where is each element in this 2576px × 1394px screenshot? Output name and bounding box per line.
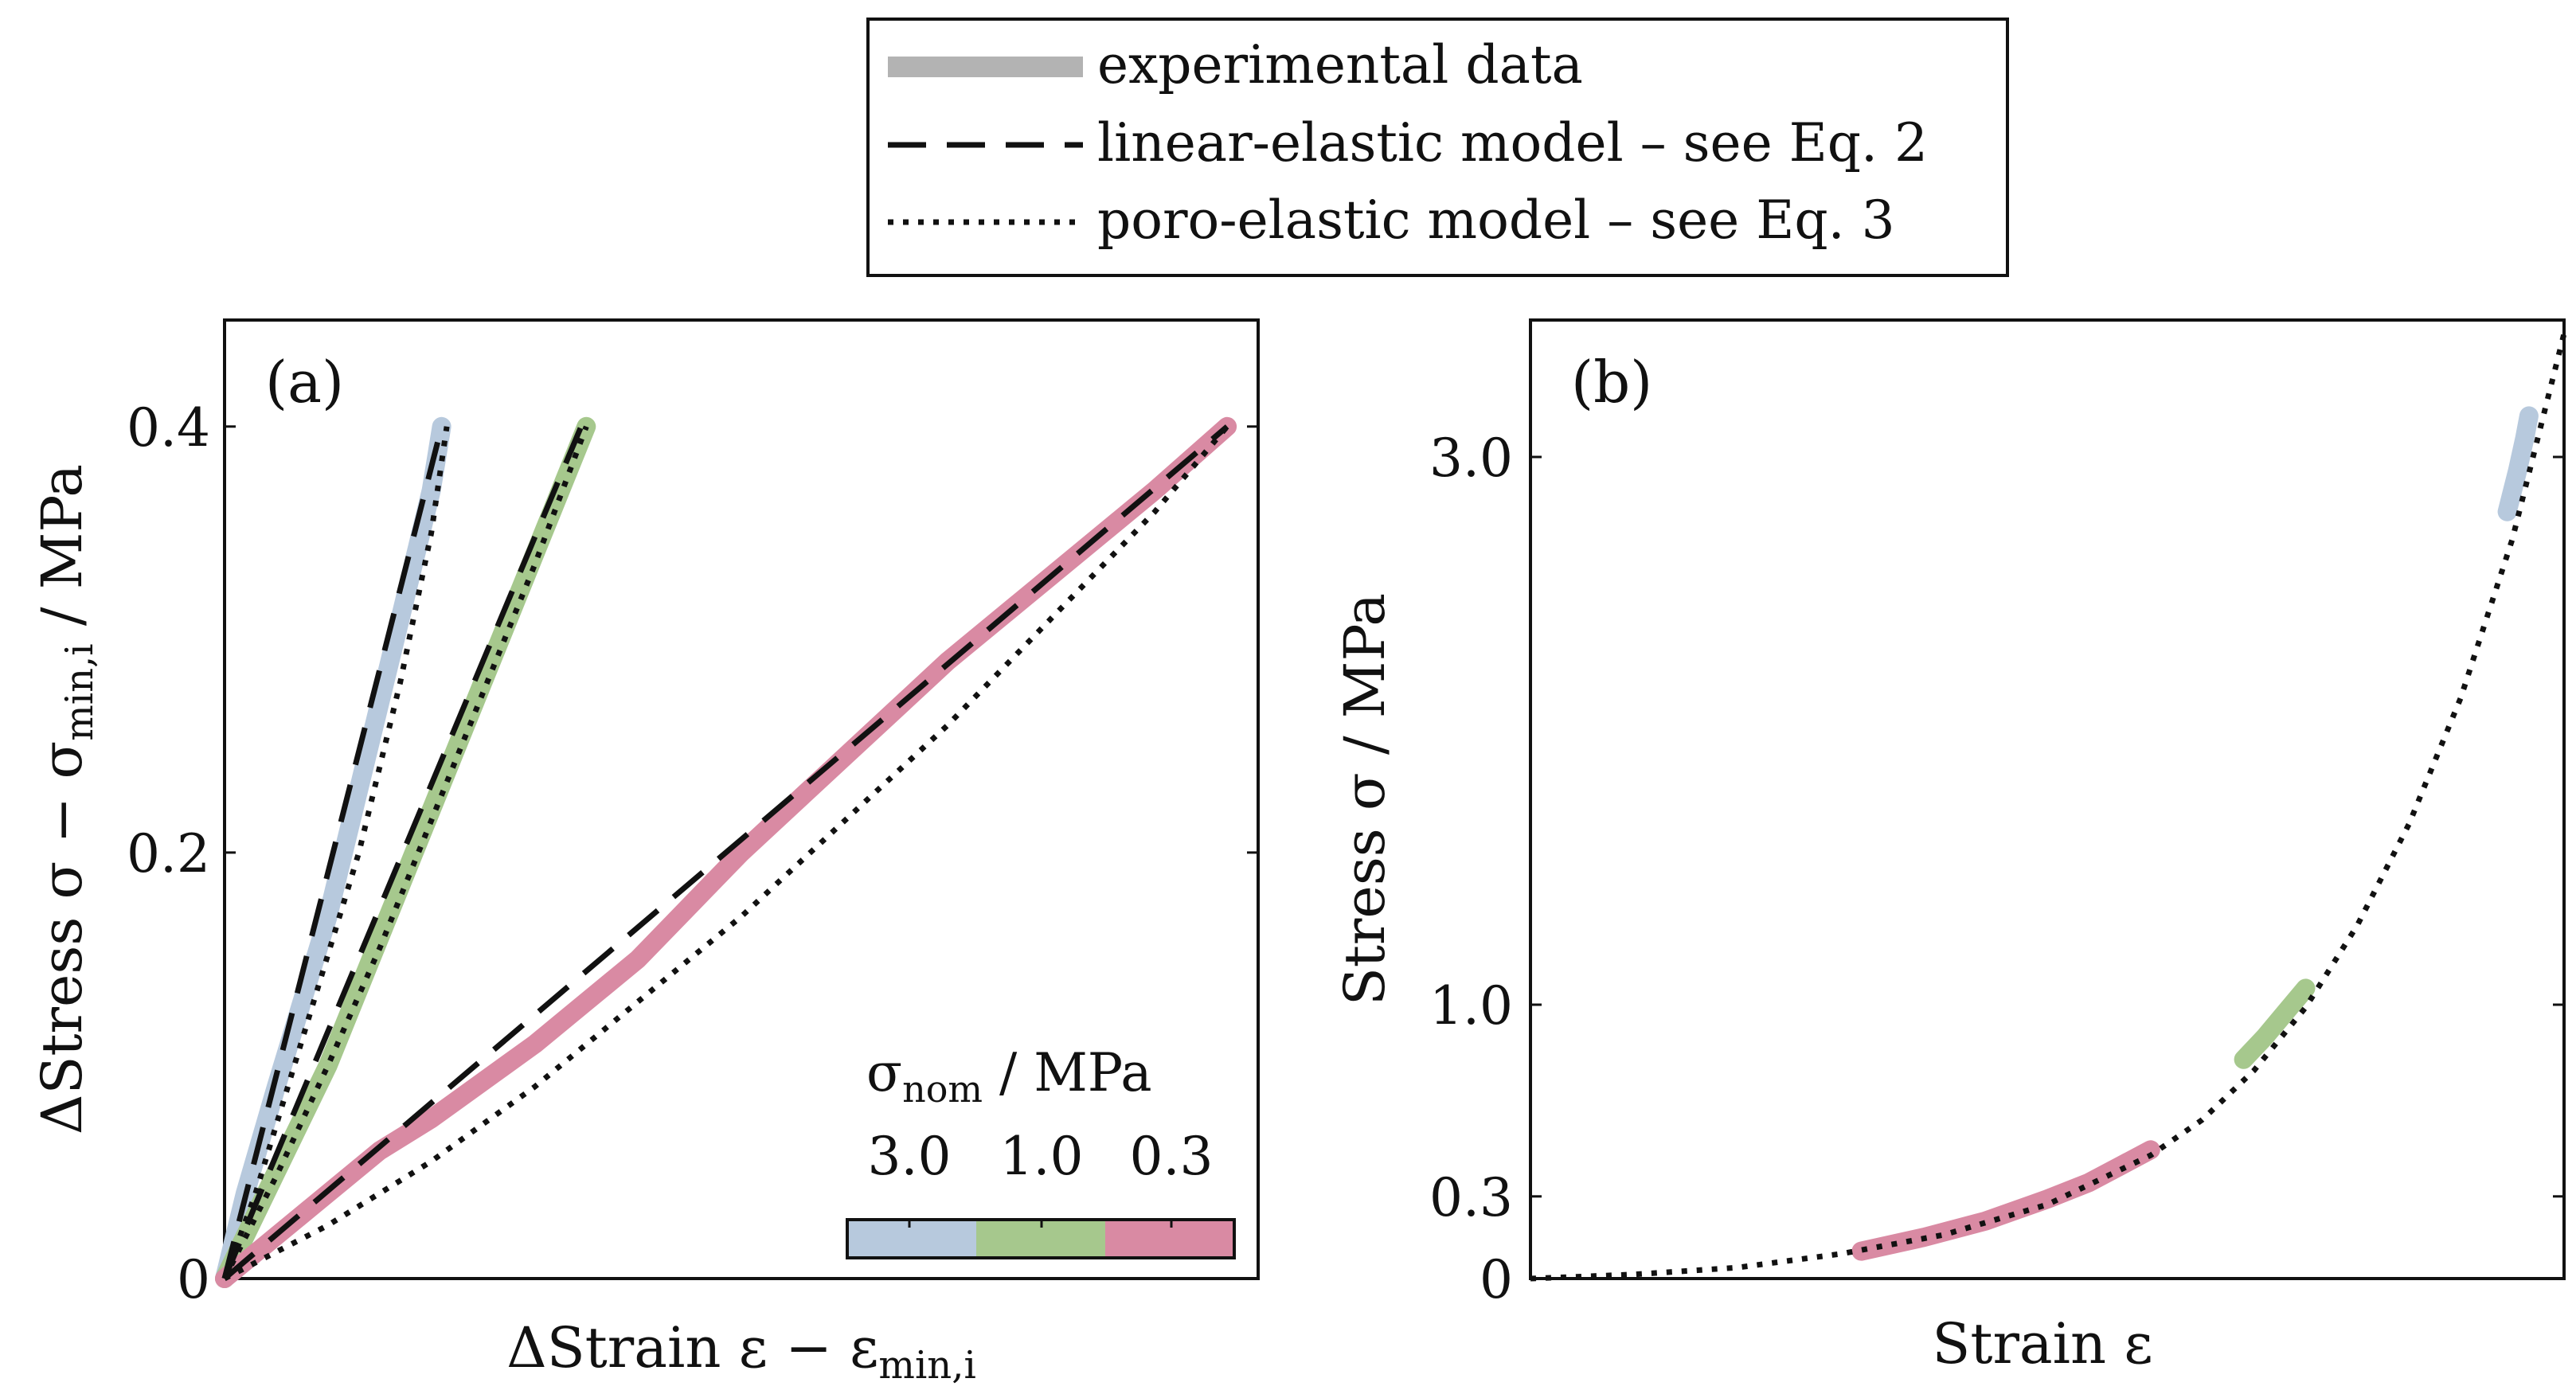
colorbar-label-1: 1.0 [1000,1126,1084,1187]
panel-b-frame [1529,318,2566,1280]
panel-b: 0 0.3 1.0 3.0 (b) Strain ε Stress σ / MPa [1332,318,2567,1376]
series-poro-elastic-0.3 [223,424,1229,1282]
panel-b-ylabel: Stress σ / MPa [1332,593,1397,1005]
legend: experimental data linear-elastic model –… [866,18,2009,277]
ytick-label: 0.4 [127,397,210,459]
panel-a-ticks: 0 0.2 0.4 [127,397,1258,1310]
series-linear-elastic-1.0 [221,425,584,1280]
colorbar-title: σnom / MPa [866,1042,1152,1111]
ytick-label: 3.0 [1429,428,1513,489]
colorbar-label-03: 0.3 [1130,1126,1214,1187]
panel-a-frame [223,318,1260,1280]
panel-a-xlabel: ΔStrain ε − εmin,i [506,1315,976,1388]
legend-label-poro: poro-elastic model – see Eq. 3 [1097,189,1895,251]
series-linear-elastic-3.0 [221,425,444,1279]
series-linear-elastic-0.3 [222,424,1229,1281]
panel-a: 0 0.2 0.4 (a) ΔStrain ε − εmin,i ΔStress σ… [29,318,1260,1388]
ytick-label: 0.3 [1429,1167,1513,1228]
panel-a-series [215,416,1237,1288]
colorbar: σnom / MPa 3.0 1.0 0.3 [846,1042,1236,1259]
panel-a-label: (a) [265,349,344,416]
panel-a-ylabel: ΔStress σ − σmin,i / MPa [29,464,102,1134]
colorbar-swatch-3 [847,1220,976,1258]
series-experimental-3.0 [2497,406,2539,521]
colorbar-swatch-03 [1105,1220,1234,1258]
series-experimental-0.3 [1851,1140,2160,1261]
colorbar-label-3: 3.0 [868,1126,952,1187]
panel-b-xlabel: Strain ε [1932,1311,2152,1376]
panel-b-label: (b) [1571,349,1652,416]
legend-label-experimental: experimental data [1097,34,1583,96]
series-poro-elastic-model [1530,333,2567,1282]
ytick-label: 0.2 [127,823,210,884]
series-experimental-1.0 [2234,978,2316,1069]
legend-label-linear: linear-elastic model – see Eq. 2 [1097,112,1928,174]
ytick-label: 1.0 [1429,975,1513,1037]
ytick-label: 0 [177,1249,210,1310]
ytick-label: 0 [1480,1249,1513,1310]
series-poro-elastic-3.0 [221,426,450,1280]
panel-b-series [1530,333,2567,1282]
panel-b-ticks: 0 0.3 1.0 3.0 [1429,428,2564,1310]
